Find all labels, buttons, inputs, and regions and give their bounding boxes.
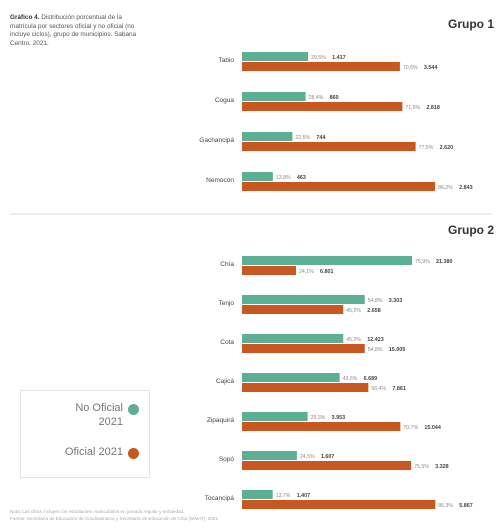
legend: No Oficial 2021 Oficial 2021 <box>20 390 150 478</box>
data-label-value: 860 <box>330 95 339 101</box>
bar-oficial <box>242 266 296 275</box>
category-label: Nemocón <box>206 177 234 184</box>
data-label-value: 2.818 <box>426 105 440 111</box>
legend-item-oficial: Oficial 2021 <box>21 445 149 467</box>
footnote-line: Nota: Las cifras incluyen los estudiante… <box>10 509 185 514</box>
data-label-value: 12.423 <box>367 337 384 343</box>
data-label-percent: 24,1% <box>299 269 314 275</box>
chart-caption: Gráfico 4. Distribución porcentual de la… <box>10 14 142 48</box>
category-label: Cogua <box>215 97 235 104</box>
bar-oficial <box>242 500 436 509</box>
data-label-percent: 45,2% <box>346 337 361 343</box>
data-label-value: 3.953 <box>332 415 346 421</box>
bar-oficial <box>242 305 344 314</box>
bar-no-oficial <box>242 295 365 304</box>
bar-no-oficial <box>242 256 413 265</box>
data-label-percent: 13,7% <box>276 493 291 499</box>
footnote-line: Fuente: Secretaría de Educación de Cundi… <box>10 516 220 521</box>
data-label-percent: 75,5% <box>414 464 429 470</box>
group-title: Grupo 2 <box>448 223 494 237</box>
data-label-value: 744 <box>316 135 325 141</box>
data-label-percent: 45,2% <box>346 308 361 314</box>
category-label: Zipaquirá <box>207 417 234 424</box>
bar-oficial <box>242 142 416 151</box>
caption-text: Distribución porcentual de la matrícula … <box>10 14 137 47</box>
bar-no-oficial <box>242 172 273 181</box>
bar-oficial <box>242 422 401 431</box>
legend-item-no-oficial: No Oficial 2021 <box>21 401 149 431</box>
data-label-percent: 43,6% <box>343 376 358 382</box>
data-label-value: 3.303 <box>389 298 403 304</box>
data-label-value: 7.861 <box>392 386 406 392</box>
category-label: Gachancipá <box>199 137 234 144</box>
category-label: Tenjo <box>218 300 234 307</box>
bar-oficial <box>242 102 403 111</box>
bar-no-oficial <box>242 52 309 61</box>
group-title: Grupo 1 <box>448 17 494 31</box>
data-label-percent: 13,8% <box>276 175 291 181</box>
data-label-percent: 28,4% <box>309 95 324 101</box>
bar-oficial <box>242 383 369 392</box>
bar-no-oficial <box>242 373 340 382</box>
bar-no-oficial <box>242 92 306 101</box>
legend-swatch-no-oficial <box>128 404 139 415</box>
category-label: Tabio <box>218 57 234 64</box>
category-label: Cajicá <box>216 378 234 385</box>
data-label-percent: 86,2% <box>438 185 453 191</box>
data-label-value: 6.801 <box>320 269 334 275</box>
bar-oficial <box>242 182 436 191</box>
bar-no-oficial <box>242 451 297 460</box>
data-label-value: 2.843 <box>459 185 473 191</box>
data-label-percent: 70,5% <box>403 65 418 71</box>
bar-no-oficial <box>242 412 308 421</box>
data-label-value: 3.328 <box>435 464 449 470</box>
data-label-value: 2.658 <box>367 308 381 314</box>
data-label-percent: 56,4% <box>371 386 386 392</box>
data-label-value: 21.380 <box>436 259 453 265</box>
bar-no-oficial <box>242 334 344 343</box>
category-label: Chía <box>220 261 234 268</box>
data-label-percent: 77,5% <box>419 145 434 151</box>
data-label-value: 15.044 <box>424 425 441 431</box>
bar-oficial <box>242 461 412 470</box>
data-label-percent: 70,7% <box>403 425 418 431</box>
data-label-value: 15.005 <box>389 347 406 353</box>
footnote: Nota: Las cifras incluyen los estudiante… <box>10 508 490 522</box>
legend-label-no-oficial: No Oficial 2021 <box>75 402 123 428</box>
data-label-percent: 29,5% <box>311 55 326 61</box>
data-label-value: 1.607 <box>321 454 335 460</box>
bar-oficial <box>242 62 400 71</box>
legend-swatch-oficial <box>128 448 139 459</box>
data-label-value: 1.417 <box>332 55 346 61</box>
data-label-value: 3.544 <box>424 65 438 71</box>
category-label: Cota <box>220 339 234 346</box>
data-label-percent: 29,3% <box>311 415 326 421</box>
data-label-value: 1.407 <box>297 493 311 499</box>
data-label-value: 2.620 <box>440 145 454 151</box>
legend-label-oficial: Oficial 2021 <box>64 446 123 458</box>
data-label-percent: 75,9% <box>415 259 430 265</box>
data-label-percent: 24,5% <box>300 454 315 460</box>
category-label: Sopó <box>219 456 235 463</box>
data-label-percent: 54,8% <box>368 298 383 304</box>
data-label-percent: 86,3% <box>438 503 453 509</box>
data-label-value: 6.689 <box>364 376 378 382</box>
data-label-percent: 71,6% <box>405 105 420 111</box>
category-label: Tocancipá <box>205 495 235 502</box>
bar-oficial <box>242 344 365 353</box>
caption-bold: Gráfico 4. <box>10 14 40 21</box>
data-label-percent: 54,8% <box>368 347 383 353</box>
data-label-value: 5.867 <box>459 503 473 509</box>
data-label-value: 463 <box>297 175 306 181</box>
data-label-percent: 22,5% <box>295 135 310 141</box>
bar-no-oficial <box>242 132 293 141</box>
bar-no-oficial <box>242 490 273 499</box>
